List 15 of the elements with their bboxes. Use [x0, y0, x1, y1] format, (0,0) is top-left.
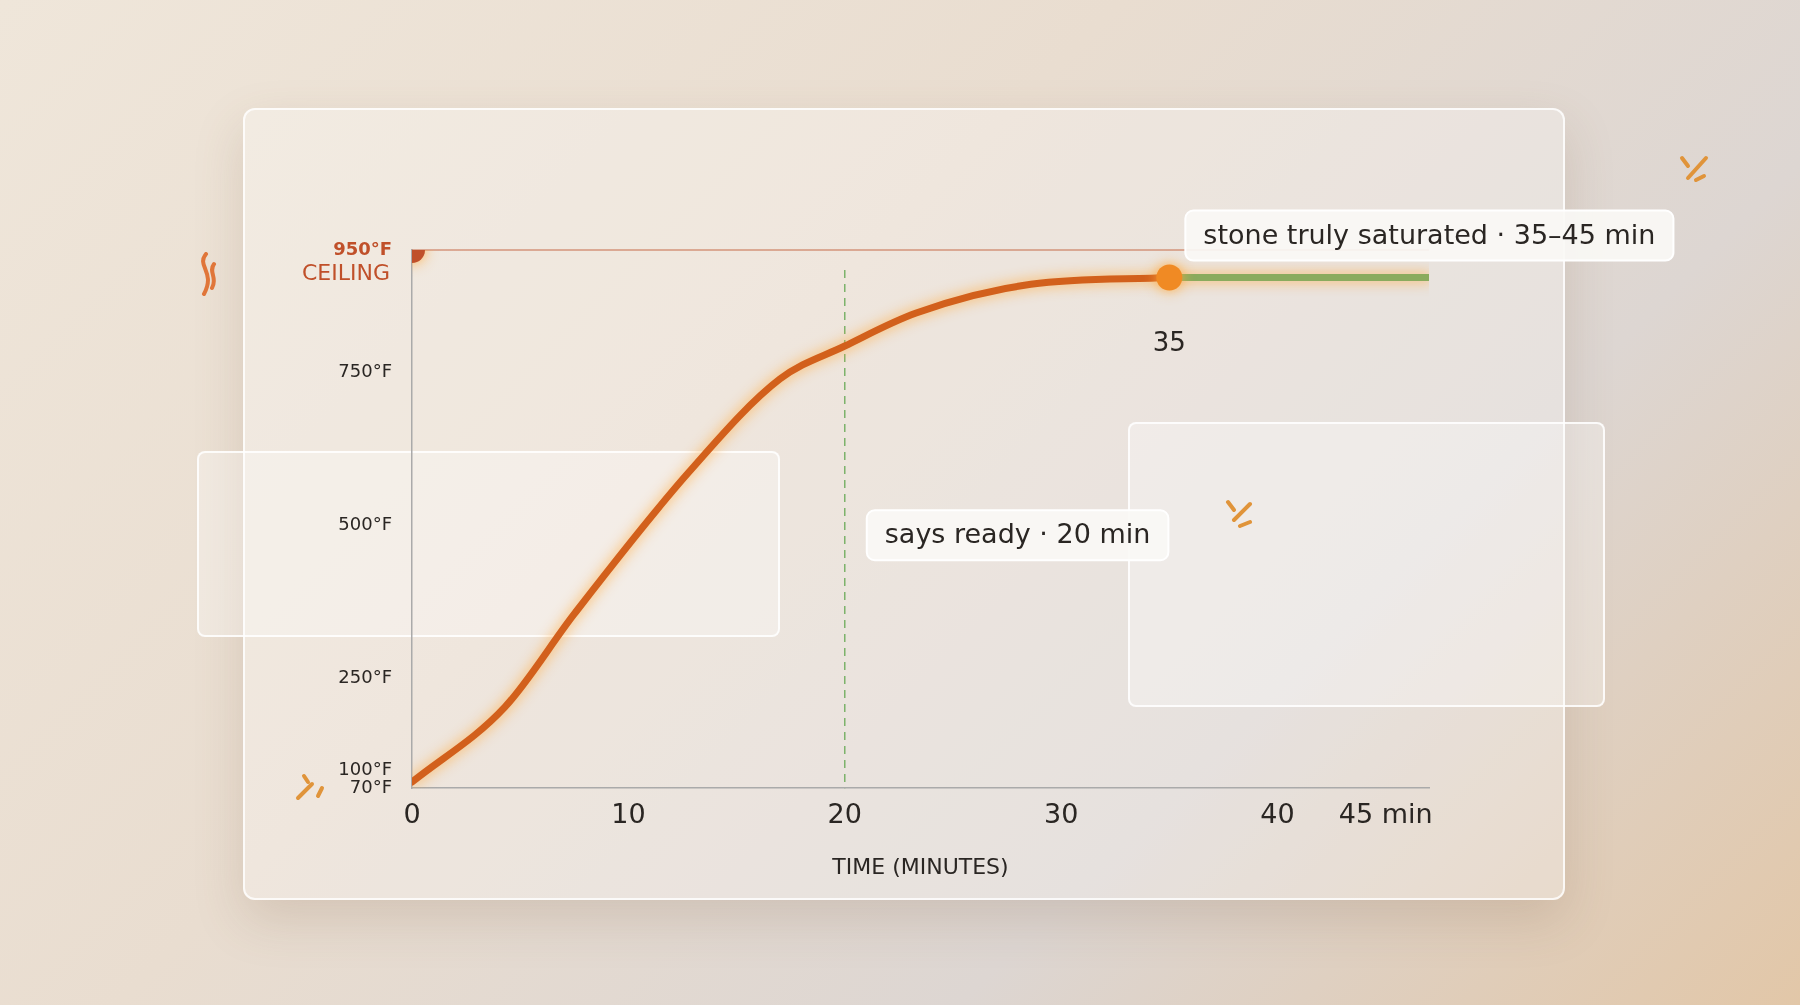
y-tick-label: 500°F	[338, 512, 392, 534]
ref-line-label: says ready · 20 min	[884, 518, 1151, 550]
x-tick-label: 0	[403, 798, 421, 830]
x-tick-label: 30	[1043, 798, 1079, 830]
x-tick-label: 40	[1260, 798, 1295, 830]
annotation: 35	[1152, 327, 1186, 358]
y-tick-label: 750°F	[338, 359, 392, 381]
x-tick-label: 45 min	[1338, 798, 1433, 830]
x-tick-label: 10	[611, 798, 646, 830]
ref-line-label: CEILING	[302, 259, 390, 285]
y-tick-label: 250°F	[338, 665, 392, 687]
y-tick-label: 950°F	[333, 237, 392, 259]
x-tick-label: 20	[827, 798, 862, 830]
annotation: stone truly saturated · 35–45 min	[1203, 218, 1656, 250]
x-axis-title: TIME (MINUTES)	[831, 853, 1009, 879]
